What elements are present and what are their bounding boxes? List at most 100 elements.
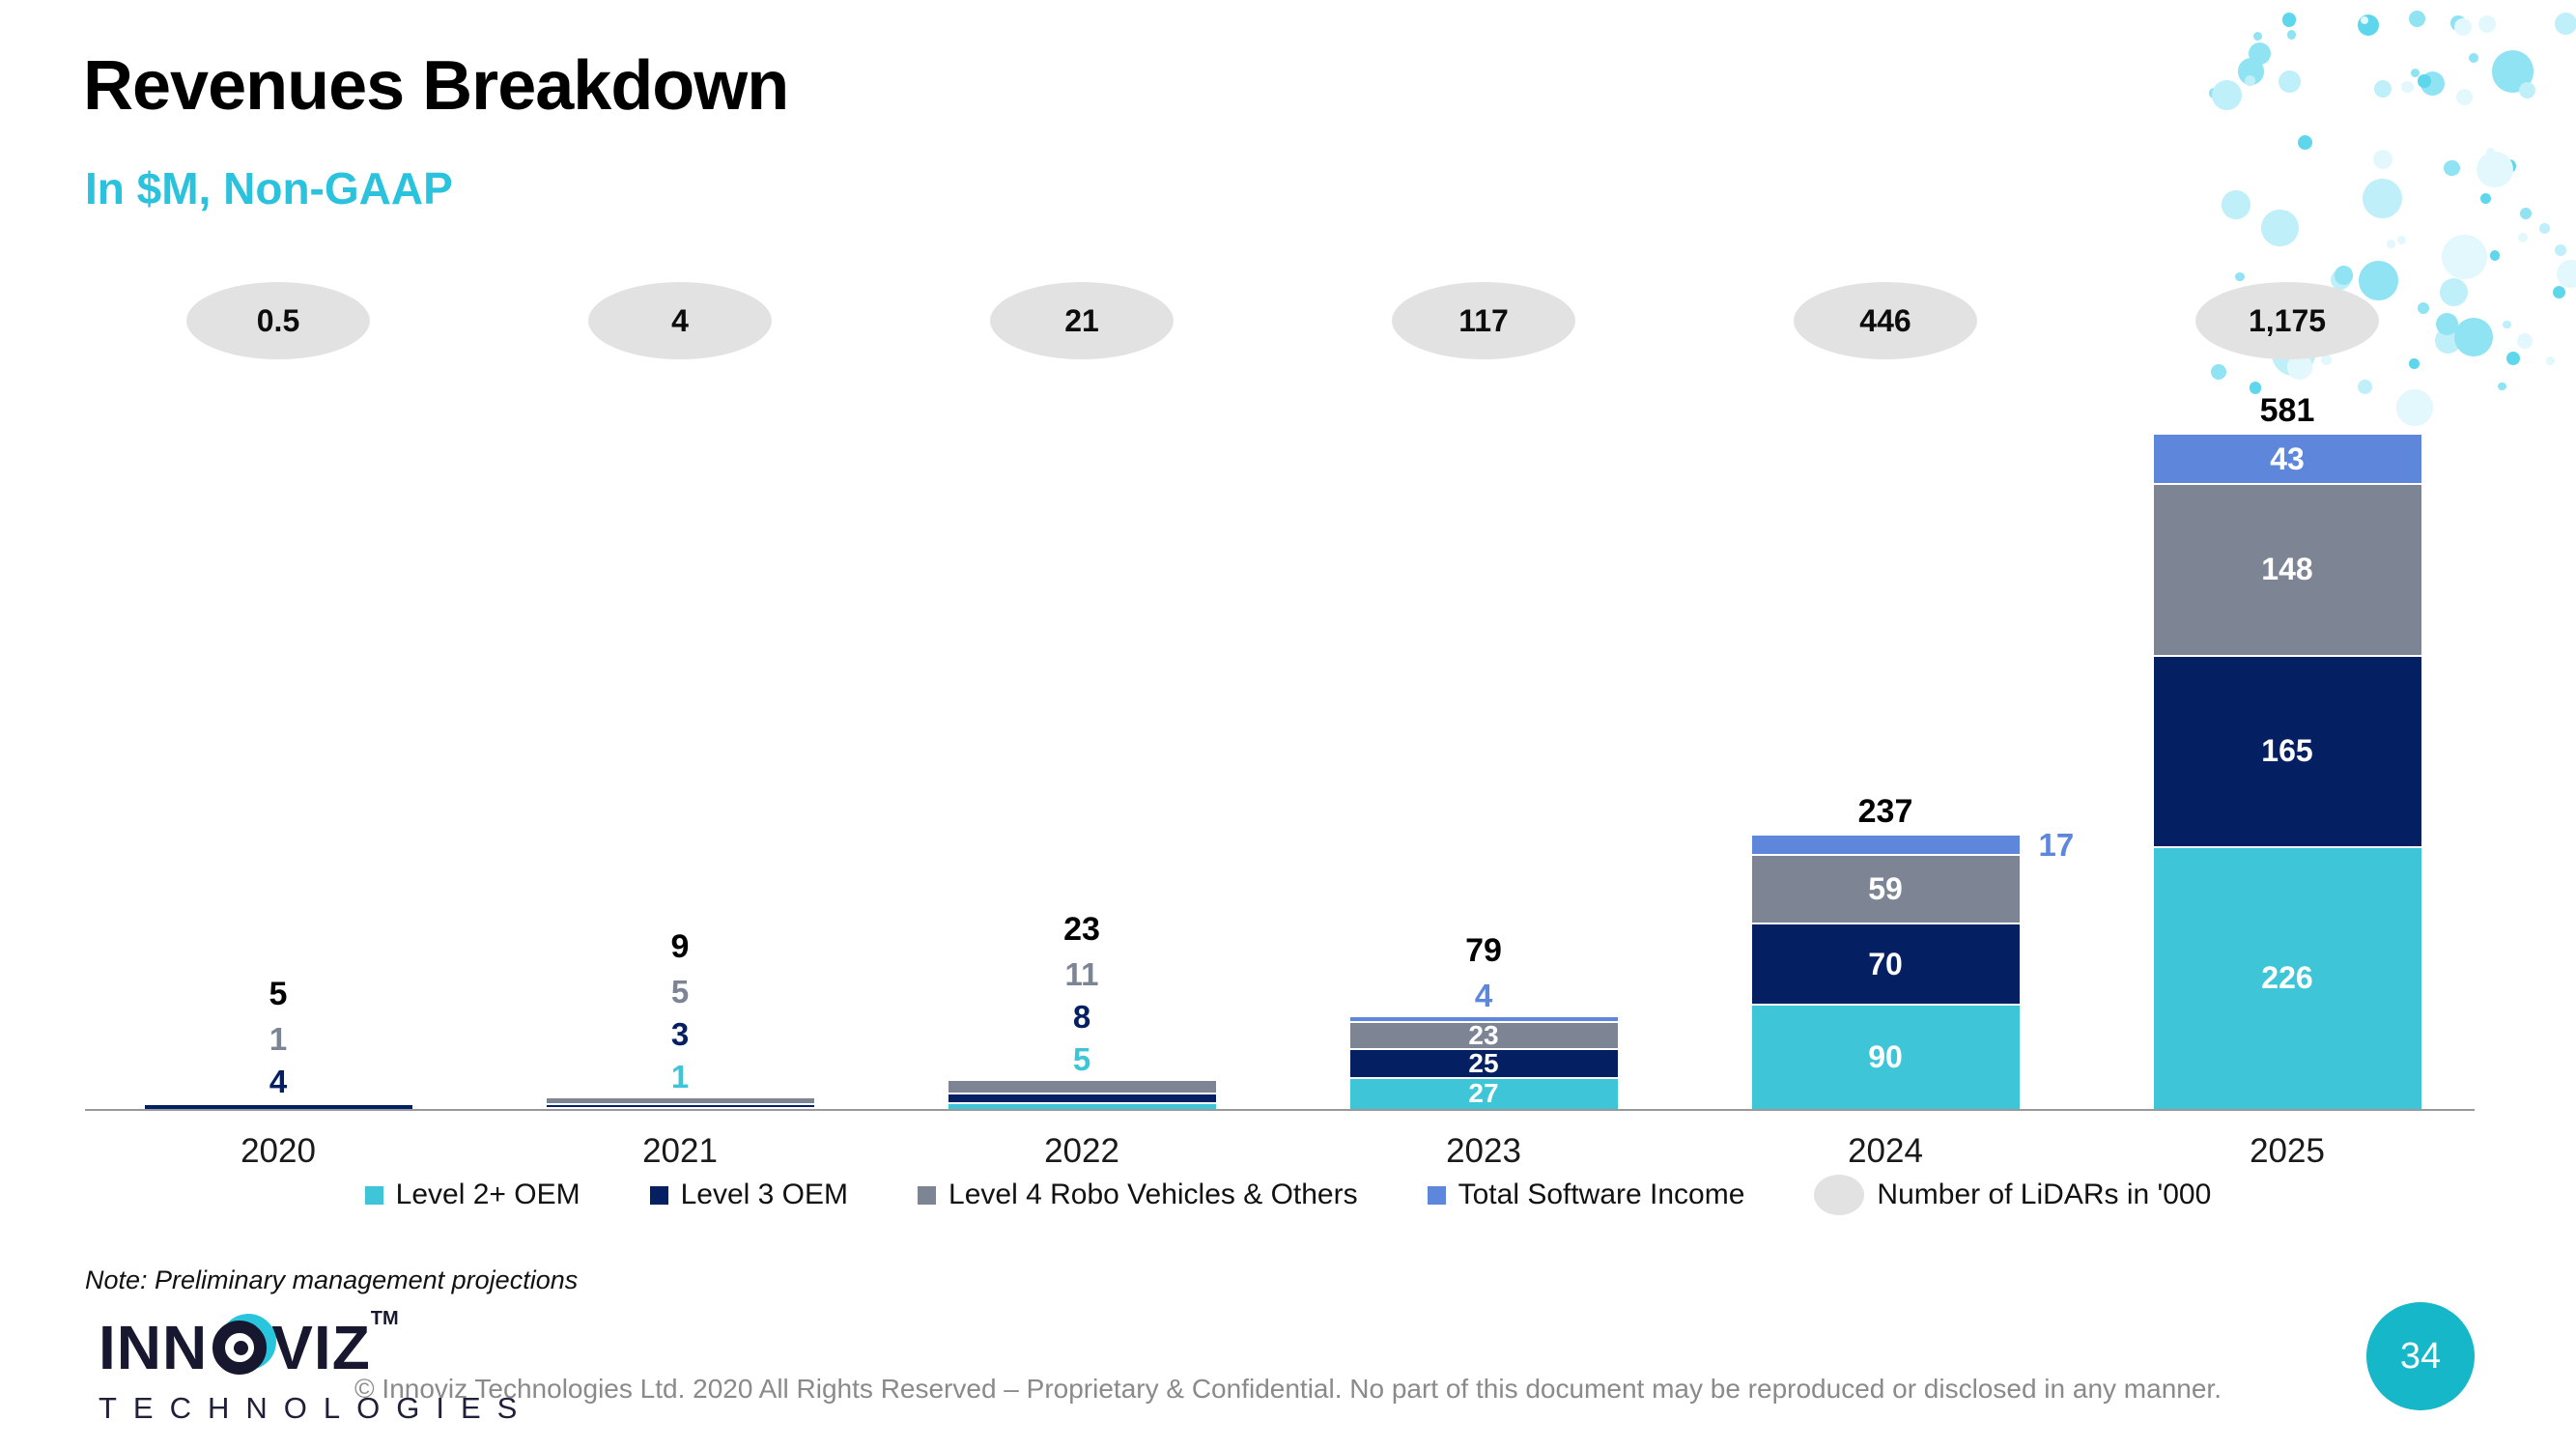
segment-gap [1751, 1004, 2020, 1006]
bar-segment-value-outside: 4 [269, 1064, 288, 1099]
segment-gap [2153, 845, 2421, 848]
bar-segment [1751, 835, 2020, 856]
bar-segment-value-outside: 5 [670, 974, 690, 1010]
x-axis-category-label: 2024 [1848, 1132, 1923, 1170]
lidar-count-ellipse: 4 [588, 282, 772, 359]
segment-gap [948, 1093, 1216, 1095]
bar-segment-value: 27 [1468, 1077, 1499, 1108]
segment-gap [144, 1103, 412, 1106]
logo-text-right: VIZ [271, 1313, 371, 1382]
innoviz-logo: INN VIZ TM TECHNOLOGIES [99, 1308, 534, 1426]
page-number: 34 [2399, 1335, 2442, 1377]
bar-segment-value-outside: 8 [1072, 999, 1091, 1036]
segment-gap [1349, 1047, 1618, 1050]
lidar-count-ellipse: 117 [1392, 282, 1575, 359]
logo-wordmark: INN VIZ TM [99, 1308, 533, 1383]
bar-segment-value: 43 [2270, 440, 2305, 476]
page-subtitle: In $M, Non-GAAP [85, 163, 453, 213]
legend-label: Number of LiDARs in '000 [1877, 1179, 2212, 1210]
legend-label: Level 3 OEM [680, 1179, 849, 1210]
bar-segment-value: 165 [2261, 733, 2313, 769]
lidar-count-ellipse: 0.5 [186, 282, 370, 359]
bar-segment-value: 70 [1868, 946, 1903, 981]
bar-segment-value-outside: 1 [269, 1021, 288, 1057]
page-number-badge: 34 [2366, 1302, 2475, 1410]
x-axis-category-label: 2025 [2250, 1132, 2325, 1170]
bar-segment-value: 226 [2261, 959, 2313, 995]
segment-gap [1751, 854, 2020, 857]
bar-segment-value-outside: 3 [670, 1016, 690, 1053]
bar-total-value: 9 [670, 928, 690, 966]
bar-segment [1349, 1022, 1618, 1049]
page-title: Revenues Breakdown [83, 47, 789, 125]
bar-segment [948, 1094, 1216, 1103]
bar-segment [2153, 655, 2421, 847]
bar-segment-value-outside: 17 [2038, 827, 2075, 863]
legend-item: Total Software Income [1427, 1179, 1745, 1211]
bar-total-value: 581 [2259, 391, 2315, 429]
bar-segment [1349, 1017, 1618, 1022]
bar-total-value: 23 [1063, 911, 1100, 949]
bar-segment-value-outside: 4 [1474, 978, 1493, 1014]
segment-gap [948, 1102, 1216, 1104]
bar-segment-value: 59 [1868, 871, 1903, 907]
legend-swatch [649, 1185, 668, 1205]
segment-gap [1751, 923, 2020, 924]
innoviz-eye-icon [212, 1314, 277, 1375]
x-axis-category-label: 2022 [1044, 1132, 1119, 1170]
segment-gap [2153, 654, 2421, 657]
bar-segment [2153, 846, 2421, 1109]
bar-segment-value: 148 [2261, 552, 2313, 587]
logo-text-left: INN [99, 1313, 209, 1382]
logo-subtext: TECHNOLOGIES [99, 1391, 534, 1425]
bar-segment-value-outside: 5 [1072, 1041, 1091, 1078]
segment-gap [1349, 1076, 1618, 1079]
legend-swatch [918, 1185, 937, 1205]
bar-segment-value-outside: 1 [670, 1059, 690, 1095]
lidar-count-ellipse: 21 [990, 282, 1174, 359]
bar-total-value: 237 [1857, 792, 1913, 830]
bar-segment [1751, 923, 2020, 1005]
x-axis-category-label: 2023 [1446, 1132, 1521, 1170]
footnote: Note: Preliminary management projections [85, 1265, 579, 1294]
x-axis-category-label: 2021 [642, 1132, 718, 1170]
lidar-count-ellipse: 446 [1794, 282, 1977, 359]
copyright-text: © Innoviz Technologies Ltd. 2020 All Rig… [354, 1374, 2222, 1404]
x-axis-line [85, 1109, 2475, 1111]
lidar-count-ellipse: 1,175 [2195, 282, 2379, 359]
logo-pupil-shape [234, 1341, 249, 1355]
bar-segment-value: 25 [1468, 1047, 1499, 1078]
bar-segment [2153, 484, 2421, 656]
segment-gap [2153, 483, 2421, 486]
bar-segment [2153, 434, 2421, 485]
legend-label: Level 2+ OEM [395, 1179, 580, 1210]
legend-label: Total Software Income [1458, 1179, 1745, 1210]
trademark-symbol: TM [370, 1308, 399, 1329]
bar-segment [546, 1104, 814, 1108]
x-axis-category-label: 2020 [241, 1132, 316, 1170]
chart-legend: Level 2+ OEM Level 3 OEM Level 4 Robo Vehi… [0, 1175, 2576, 1215]
bar-segment-value: 90 [1868, 1038, 1903, 1074]
segment-gap [546, 1103, 814, 1106]
legend-ellipse-swatch [1814, 1175, 1865, 1215]
bar-segment [948, 1081, 1216, 1094]
bar-segment-value-outside: 11 [1064, 956, 1099, 993]
legend-swatch [1427, 1185, 1446, 1205]
bar-segment [144, 1104, 412, 1109]
bar-total-value: 79 [1465, 932, 1502, 970]
bar-segment [1751, 1005, 2020, 1109]
bar-segment [1751, 855, 2020, 923]
bar-segment [948, 1103, 1216, 1109]
bar-segment [1349, 1077, 1618, 1109]
legend-item: Number of LiDARs in '000 [1814, 1175, 2211, 1215]
legend-swatch [364, 1185, 383, 1205]
bar-segment [1349, 1048, 1618, 1078]
bar-segment [546, 1098, 814, 1105]
legend-item: Level 4 Robo Vehicles & Others [918, 1179, 1358, 1211]
legend-item: Level 3 OEM [649, 1179, 849, 1211]
legend-label: Level 4 Robo Vehicles & Others [948, 1179, 1358, 1210]
segment-gap [546, 1106, 814, 1109]
bar-total-value: 5 [269, 976, 288, 1012]
